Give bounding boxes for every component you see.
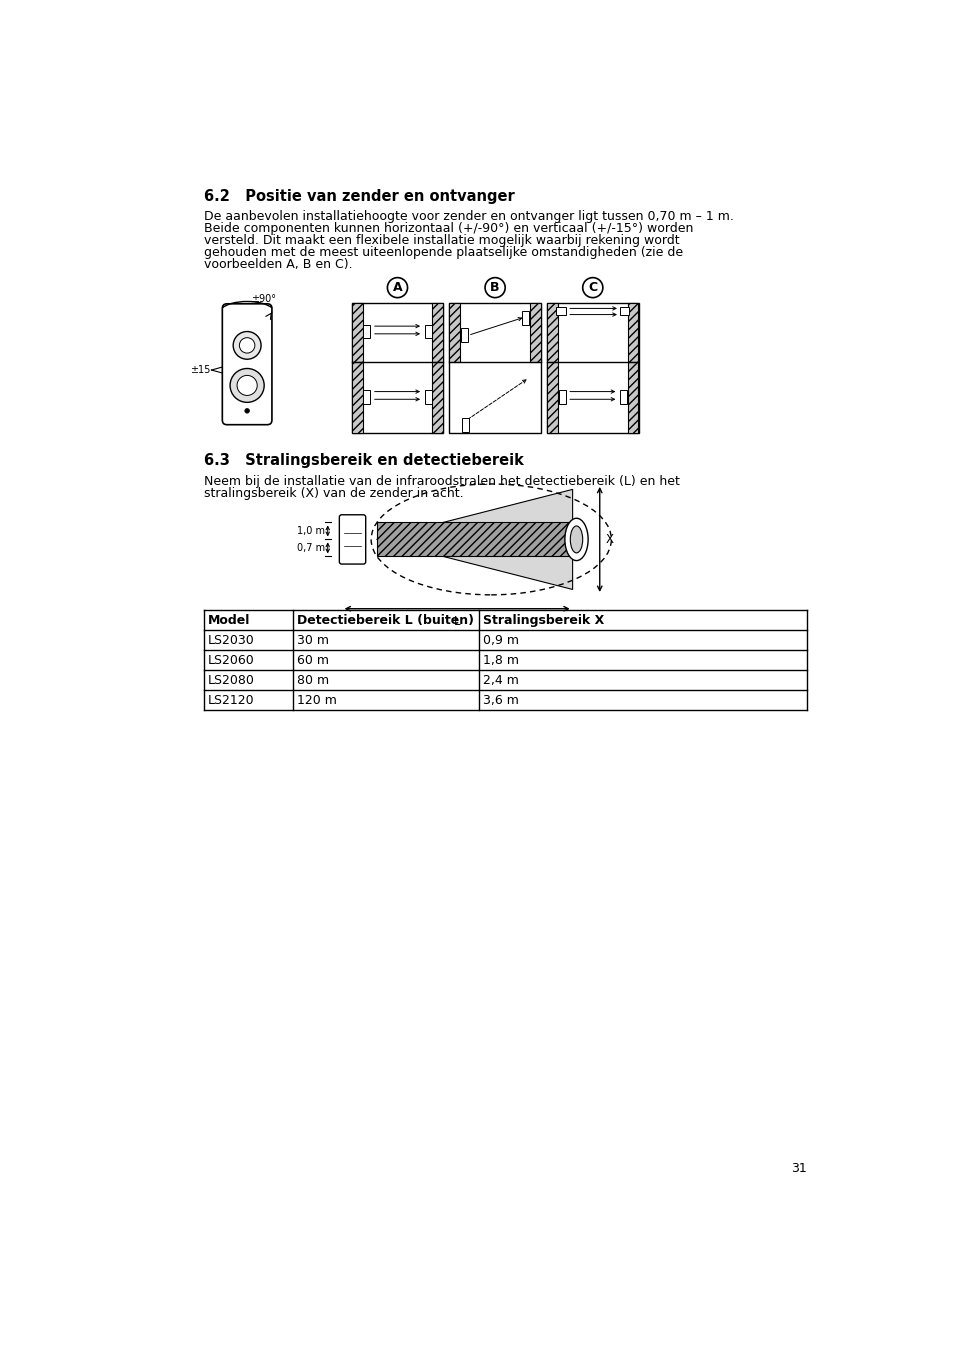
Bar: [556, 307, 565, 315]
Bar: [432, 362, 443, 434]
Ellipse shape: [570, 526, 582, 553]
Text: 31: 31: [790, 1162, 806, 1174]
Text: Neem bij de installatie van de infraroodstralen het detectiebereik (L) en het: Neem bij de installatie van de infrarood…: [204, 474, 679, 488]
Bar: [352, 303, 362, 362]
Text: De aanbevolen installatiehoogte voor zender en ontvanger ligt tussen 0,70 m – 1 : De aanbevolen installatiehoogte voor zen…: [204, 209, 734, 223]
Bar: [352, 303, 443, 434]
Bar: [432, 303, 443, 362]
Text: 0,7 m: 0,7 m: [297, 543, 325, 553]
FancyBboxPatch shape: [222, 304, 272, 424]
Text: LS2120: LS2120: [208, 694, 254, 707]
Text: Model: Model: [208, 613, 251, 627]
Bar: [424, 390, 431, 404]
Bar: [460, 328, 468, 342]
Bar: [558, 390, 565, 404]
Bar: [627, 362, 638, 434]
Polygon shape: [376, 489, 572, 589]
Circle shape: [484, 277, 505, 297]
Text: A: A: [393, 281, 402, 295]
Bar: [424, 324, 431, 339]
Text: C: C: [588, 281, 597, 295]
Bar: [461, 417, 468, 431]
Text: ±90°: ±90°: [251, 293, 275, 304]
Text: stralingsbereik (X) van de zender in acht.: stralingsbereik (X) van de zender in ach…: [204, 486, 463, 500]
Text: Stralingsbereik X: Stralingsbereik X: [483, 613, 604, 627]
Text: B: B: [490, 281, 499, 295]
Text: 3,6 m: 3,6 m: [483, 694, 518, 707]
Text: 1,0 m: 1,0 m: [297, 526, 325, 536]
Text: ±15: ±15: [190, 365, 210, 376]
Ellipse shape: [564, 519, 587, 561]
Bar: [449, 303, 540, 434]
Text: 120 m: 120 m: [297, 694, 336, 707]
Text: 2,4 m: 2,4 m: [483, 674, 518, 686]
Text: 30 m: 30 m: [297, 634, 329, 647]
Text: LS2030: LS2030: [208, 634, 254, 647]
Bar: [521, 311, 529, 324]
Bar: [449, 303, 459, 362]
Bar: [530, 303, 540, 362]
Text: 0,9 m: 0,9 m: [483, 634, 518, 647]
Bar: [546, 362, 558, 434]
Bar: [363, 390, 370, 404]
Text: 80 m: 80 m: [297, 674, 329, 686]
Text: 1,8 m: 1,8 m: [483, 654, 518, 667]
Circle shape: [233, 331, 261, 359]
Bar: [619, 307, 629, 315]
Bar: [627, 303, 638, 362]
Text: LS2060: LS2060: [208, 654, 254, 667]
Text: versteld. Dit maakt een flexibele installatie mogelijk waarbij rekening wordt: versteld. Dit maakt een flexibele instal…: [204, 234, 679, 247]
Text: 6.2   Positie van zender en ontvanger: 6.2 Positie van zender en ontvanger: [204, 189, 515, 204]
Circle shape: [236, 376, 257, 396]
Text: Beide componenten kunnen horizontaal (+/-90°) en verticaal (+/-15°) worden: Beide componenten kunnen horizontaal (+/…: [204, 222, 693, 235]
FancyBboxPatch shape: [339, 515, 365, 565]
Circle shape: [239, 338, 254, 353]
Circle shape: [230, 369, 264, 403]
Bar: [546, 303, 638, 434]
Text: 6.3   Stralingsbereik en detectiebereik: 6.3 Stralingsbereik en detectiebereik: [204, 453, 523, 469]
Text: gehouden met de meest uiteenlopende plaatselijke omstandigheden (zie de: gehouden met de meest uiteenlopende plaa…: [204, 246, 682, 258]
Text: voorbeelden A, B en C).: voorbeelden A, B en C).: [204, 258, 353, 270]
Circle shape: [245, 408, 249, 413]
Text: L: L: [454, 615, 460, 628]
Circle shape: [387, 277, 407, 297]
Bar: [352, 362, 362, 434]
Text: Detectiebereik L (buiten): Detectiebereik L (buiten): [297, 613, 474, 627]
Bar: [376, 523, 572, 557]
Bar: [363, 324, 370, 339]
Bar: [619, 390, 626, 404]
Text: X: X: [604, 532, 613, 546]
Text: 60 m: 60 m: [297, 654, 329, 667]
Circle shape: [582, 277, 602, 297]
Bar: [546, 303, 558, 362]
Text: LS2080: LS2080: [208, 674, 254, 686]
